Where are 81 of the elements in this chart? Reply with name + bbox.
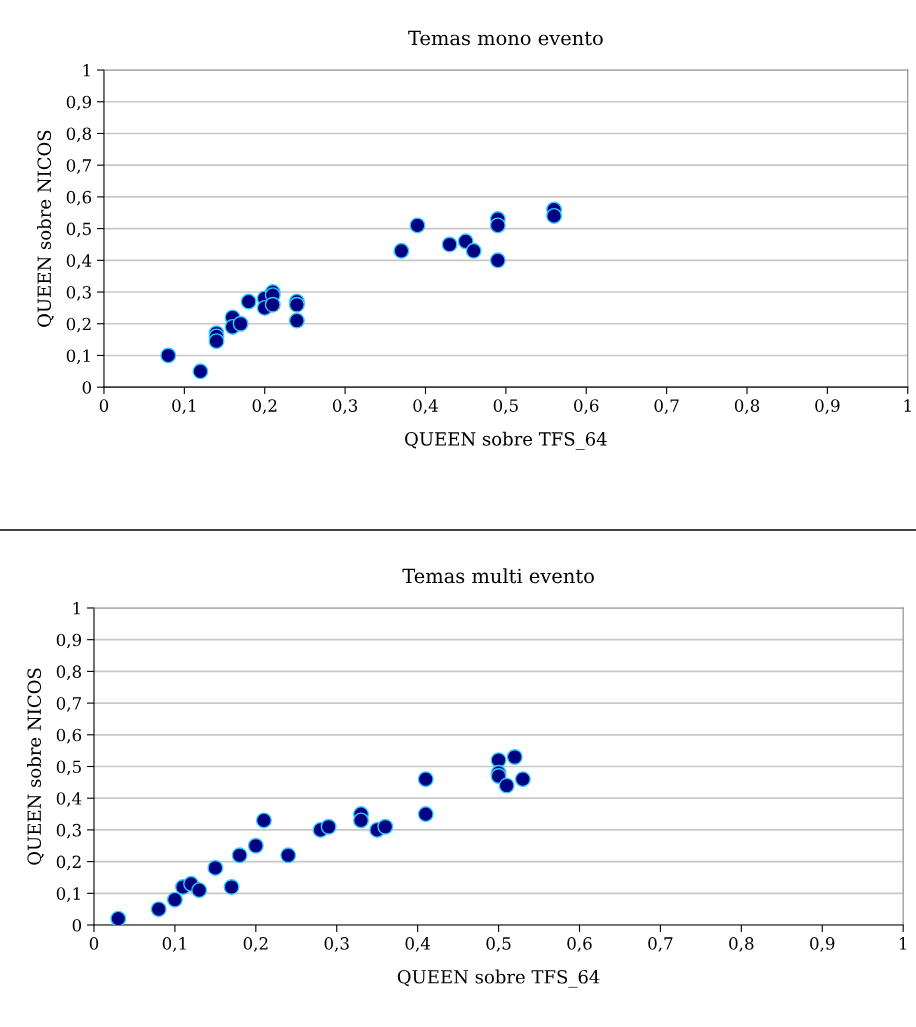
y-axis-title: QUEEN sobre NICOS <box>27 668 44 865</box>
y-axis-title: QUEEN sobre NICOS <box>37 130 54 327</box>
point <box>192 363 209 380</box>
x-tick-label: 0,5 <box>486 937 511 952</box>
point <box>280 847 297 864</box>
y-tick-label: 0,6 <box>56 728 82 744</box>
point <box>240 293 257 310</box>
point <box>441 236 458 253</box>
x-tick-label: 0,6 <box>567 937 592 952</box>
point <box>489 217 506 234</box>
x-tick-label: 0,4 <box>413 399 438 414</box>
chart-title: Temas multi evento <box>402 568 594 584</box>
point <box>417 771 434 788</box>
x-tick-label: 0,2 <box>252 399 277 414</box>
x-tick-label: 0,9 <box>810 937 835 952</box>
y-tick-label: 1 <box>83 64 90 77</box>
point <box>231 847 248 864</box>
point <box>377 818 394 835</box>
y-tick-label: 0,3 <box>56 823 81 839</box>
x-tick-label: 0,7 <box>648 937 673 952</box>
x-tick-label: 0,1 <box>172 399 196 414</box>
point <box>110 910 127 926</box>
x-tick-label: 0,7 <box>654 399 679 414</box>
y-tick-label: 0,3 <box>66 286 91 301</box>
y-tick-label: 0,8 <box>66 127 92 143</box>
point <box>353 812 369 829</box>
y-tick-label: 0,1 <box>56 887 80 902</box>
point <box>506 749 523 765</box>
x-tick-label: 0 <box>99 399 109 412</box>
point <box>320 818 337 835</box>
point <box>160 347 177 364</box>
point <box>288 312 305 329</box>
y-tick-label: 0,5 <box>66 222 91 238</box>
x-tick-label: 0,2 <box>243 937 268 952</box>
point <box>417 806 434 823</box>
y-tick-label: 0,4 <box>66 254 92 269</box>
x-tick-label: 1 <box>899 937 907 950</box>
y-tick-label: 0,4 <box>56 792 82 807</box>
x-tick-label: 0,8 <box>729 937 754 952</box>
x-tick-label: 0,8 <box>734 399 760 414</box>
point <box>191 882 208 899</box>
point <box>465 242 482 259</box>
y-tick-label: 0,9 <box>66 95 92 111</box>
x-tick-label: 0,4 <box>405 937 431 952</box>
x-tick-label: 0,9 <box>815 399 840 414</box>
y-tick-label: 0,5 <box>56 760 81 776</box>
x-tick-label: 0,5 <box>493 399 518 414</box>
point <box>207 859 224 876</box>
point <box>166 891 183 908</box>
y-tick-label: 0,2 <box>56 855 81 871</box>
y-tick-label: 0,8 <box>56 665 82 680</box>
point <box>150 901 167 918</box>
y-tick-label: 0,7 <box>56 697 81 712</box>
y-tick-label: 0,6 <box>66 190 92 206</box>
chart-title: Temas mono evento <box>408 30 603 46</box>
point <box>255 812 272 829</box>
y-tick-label: 0,1 <box>66 349 90 365</box>
point <box>208 333 225 350</box>
x-tick-label: 0,1 <box>162 937 186 952</box>
point <box>514 771 531 788</box>
point <box>498 777 515 794</box>
point <box>232 315 249 332</box>
x-tick-label: 0,3 <box>332 399 358 414</box>
point <box>264 296 281 313</box>
y-tick-label: 0 <box>72 918 82 932</box>
point <box>223 878 240 895</box>
y-tick-label: 0,2 <box>66 317 91 333</box>
point <box>409 217 426 234</box>
point <box>489 252 506 269</box>
point <box>393 242 410 259</box>
point <box>247 837 264 854</box>
y-tick-label: 1 <box>73 601 80 615</box>
y-tick-label: 0,7 <box>66 159 91 174</box>
x-tick-label: 0,3 <box>324 937 349 952</box>
y-tick-label: 0 <box>82 381 92 394</box>
x-tick-label: 1 <box>904 399 911 412</box>
x-tick-label: 0,6 <box>574 399 599 414</box>
y-tick-label: 0,9 <box>56 633 82 649</box>
x-axis-title: QUEEN sobre TFS_64 <box>397 969 600 988</box>
x-axis-title: QUEEN sobre TFS_64 <box>405 431 607 450</box>
point <box>546 207 563 224</box>
